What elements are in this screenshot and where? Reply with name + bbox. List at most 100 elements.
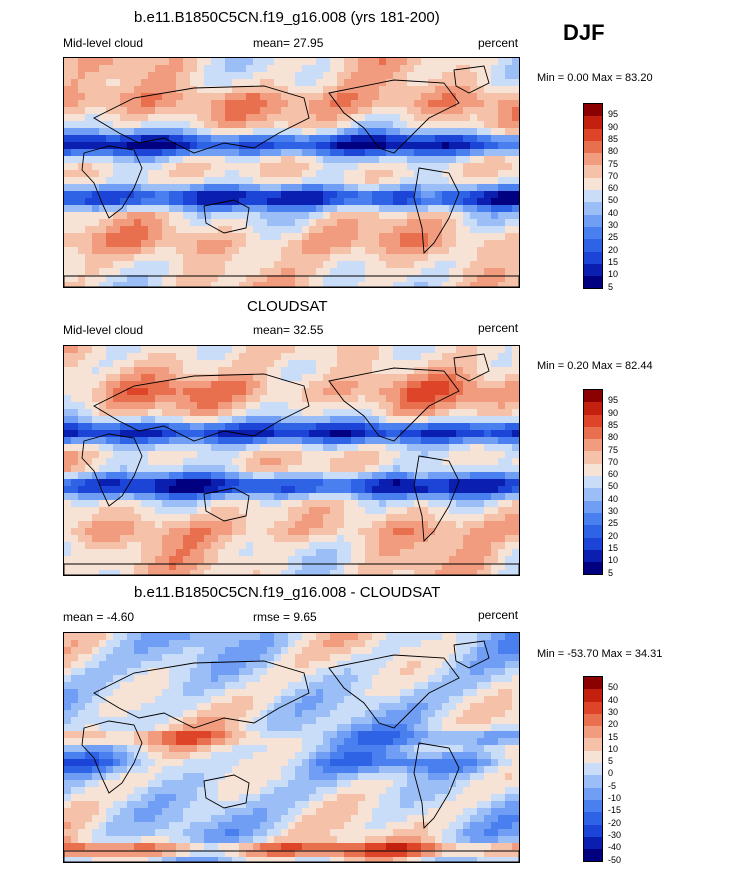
contour-cell <box>120 212 128 220</box>
contour-cell <box>463 149 471 157</box>
contour-cell <box>92 240 100 248</box>
contour-cell <box>302 647 310 655</box>
contour-cell <box>92 170 100 178</box>
contour-cell <box>470 86 478 94</box>
contour-cell <box>358 514 366 522</box>
contour-cell <box>148 191 156 199</box>
contour-cell <box>232 346 240 354</box>
contour-cell <box>393 191 401 199</box>
contour-cell <box>421 93 429 101</box>
contour-cell <box>288 247 296 255</box>
contour-cell <box>323 689 331 697</box>
contour-cell <box>456 640 464 648</box>
contour-cell <box>323 100 331 108</box>
contour-cell <box>246 261 254 269</box>
contour-cell <box>92 451 100 459</box>
contour-cell <box>155 177 163 185</box>
contour-cell <box>190 163 198 171</box>
contour-cell <box>134 65 142 73</box>
contour-cell <box>211 107 219 115</box>
contour-cell <box>148 535 156 543</box>
colorbar-swatch <box>584 128 602 141</box>
contour-cell <box>169 689 177 697</box>
contour-cell <box>260 696 268 704</box>
contour-cell <box>463 675 471 683</box>
contour-cell <box>316 184 324 192</box>
contour-cell <box>379 381 387 389</box>
contour-cell <box>351 121 359 129</box>
contour-cell <box>400 430 408 438</box>
contour-cell <box>295 275 303 283</box>
contour-cell <box>92 346 100 354</box>
contour-cell <box>190 268 198 276</box>
contour-cell <box>85 493 93 501</box>
contour-cell <box>379 149 387 157</box>
contour-cell <box>204 142 212 150</box>
contour-cell <box>498 114 506 122</box>
contour-cell <box>470 437 478 445</box>
contour-cell <box>225 374 233 382</box>
contour-cell <box>407 640 415 648</box>
contour-cell <box>316 689 324 697</box>
contour-cell <box>71 93 79 101</box>
contour-cell <box>162 198 170 206</box>
contour-cell <box>337 254 345 262</box>
contour-cell <box>78 528 86 536</box>
contour-cell <box>463 423 471 431</box>
contour-cell <box>414 479 422 487</box>
contour-cell <box>435 668 443 676</box>
contour-cell <box>162 275 170 283</box>
contour-cell <box>85 184 93 192</box>
contour-cell <box>148 268 156 276</box>
contour-cell <box>498 465 506 473</box>
contour-cell <box>134 219 142 227</box>
contour-cell <box>316 423 324 431</box>
contour-cell <box>281 247 289 255</box>
contour-cell <box>302 563 310 571</box>
panel-1-minmax: Min = 0.00 Max = 83.20 <box>537 72 653 84</box>
contour-cell <box>78 500 86 508</box>
contour-cell <box>71 640 79 648</box>
contour-cell <box>442 367 450 375</box>
contour-cell <box>127 640 135 648</box>
contour-cell <box>414 535 422 543</box>
contour-cell <box>414 395 422 403</box>
contour-cell <box>358 149 366 157</box>
contour-cell <box>372 542 380 550</box>
contour-cell <box>71 514 79 522</box>
contour-cell <box>358 556 366 564</box>
contour-cell <box>169 247 177 255</box>
contour-cell <box>176 570 184 575</box>
contour-cell <box>162 458 170 466</box>
contour-cell <box>316 451 324 459</box>
contour-cell <box>421 135 429 143</box>
contour-cell <box>337 549 345 557</box>
contour-cell <box>85 696 93 704</box>
contour-cell <box>393 668 401 676</box>
contour-cell <box>337 367 345 375</box>
contour-cell <box>141 205 149 213</box>
contour-cell <box>113 107 121 115</box>
contour-cell <box>498 121 506 129</box>
contour-cell <box>456 381 464 389</box>
contour-cell <box>309 65 317 73</box>
contour-cell <box>148 163 156 171</box>
contour-cell <box>372 156 380 164</box>
contour-cell <box>113 535 121 543</box>
contour-cell <box>491 381 499 389</box>
contour-cell <box>414 58 422 66</box>
contour-cell <box>204 177 212 185</box>
contour-cell <box>211 65 219 73</box>
contour-cell <box>400 58 408 66</box>
contour-cell <box>71 465 79 473</box>
contour-cell <box>358 444 366 452</box>
contour-cell <box>323 261 331 269</box>
contour-cell <box>449 72 457 80</box>
contour-cell <box>288 79 296 87</box>
contour-cell <box>463 374 471 382</box>
contour-cell <box>358 191 366 199</box>
contour-cell <box>155 556 163 564</box>
contour-cell <box>491 142 499 150</box>
contour-cell <box>260 402 268 410</box>
contour-cell <box>281 402 289 410</box>
